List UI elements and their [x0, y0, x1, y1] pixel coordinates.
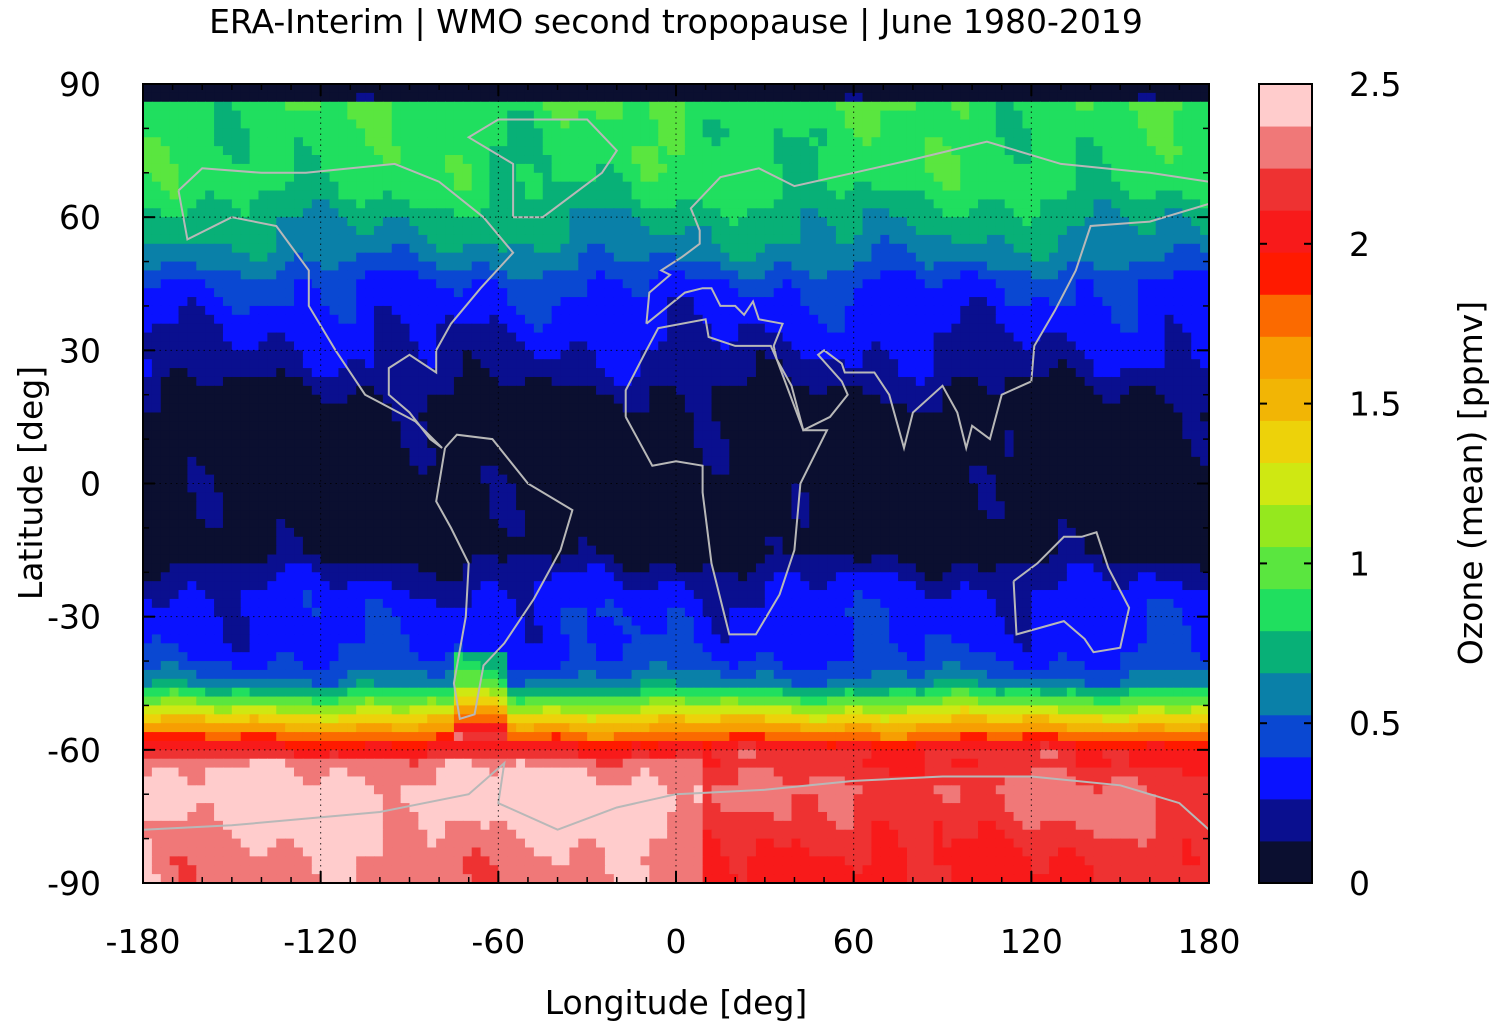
colorbar-swatch	[1259, 672, 1312, 716]
colorbar-tick-label: 0	[1349, 864, 1370, 903]
colorbar-swatch	[1259, 378, 1312, 421]
colorbar-swatch	[1259, 420, 1312, 463]
colorbar-tick-label: 2.5	[1349, 65, 1401, 104]
colorbar-swatch	[1259, 546, 1312, 590]
chart-title: ERA-Interim | WMO second tropopause | Ju…	[209, 2, 1143, 41]
colorbar-tick-label: 1.5	[1349, 385, 1401, 424]
map-gridlines	[143, 84, 1209, 883]
colorbar-swatch	[1259, 126, 1312, 169]
y-axis-ticks: 90 60 30 0 -30 -60 -90	[47, 65, 1209, 903]
x-tick-label: 180	[1178, 922, 1241, 961]
colorbar-swatch	[1259, 84, 1312, 127]
x-tick-label: 60	[833, 922, 875, 961]
colorbar-swatch	[1259, 168, 1312, 211]
y-tick-label: 60	[59, 198, 101, 237]
y-tick-label: 0	[80, 465, 101, 504]
x-axis-label: Longitude [deg]	[545, 983, 808, 1022]
colorbar-label: Ozone (mean) [ppmv]	[1451, 301, 1490, 665]
colorbar-tick-label: 2	[1349, 225, 1370, 264]
x-axis-ticks: -180 -120 -60 0 60 120 180	[106, 84, 1241, 961]
colorbar-swatch	[1259, 798, 1312, 842]
colorbar-tick-label: 0.5	[1349, 704, 1401, 743]
colorbar-swatch	[1259, 462, 1312, 506]
y-tick-label: -30	[47, 598, 101, 637]
coastline-outlines	[143, 118, 1209, 831]
x-tick-label: -120	[283, 922, 358, 961]
y-tick-label: -60	[47, 731, 101, 770]
y-tick-label: -90	[47, 864, 101, 903]
colorbar	[1258, 83, 1313, 884]
colorbar-swatch	[1259, 210, 1312, 253]
x-tick-label: 120	[1000, 922, 1063, 961]
x-tick-label: 0	[666, 922, 687, 961]
x-tick-label: -180	[106, 922, 181, 961]
colorbar-ticks: 0 0.5 1 1.5 2 2.5	[1259, 65, 1401, 903]
colorbar-swatch	[1259, 504, 1312, 548]
colorbar-swatch	[1259, 588, 1312, 632]
y-tick-label: 90	[59, 65, 101, 104]
x-tick-label: -60	[471, 922, 525, 961]
colorbar-swatch	[1259, 252, 1312, 295]
colorbar-swatch	[1259, 630, 1312, 674]
colorbar-swatch	[1259, 336, 1312, 379]
colorbar-swatch	[1259, 294, 1312, 337]
ozone-field	[143, 84, 1209, 883]
y-tick-label: 30	[59, 331, 101, 370]
colorbar-swatch	[1259, 756, 1312, 800]
colorbar-swatch	[1259, 714, 1312, 758]
y-axis-label: Latitude [deg]	[11, 366, 50, 600]
colorbar-tick-label: 1	[1349, 544, 1370, 583]
colorbar-swatch	[1259, 840, 1312, 884]
